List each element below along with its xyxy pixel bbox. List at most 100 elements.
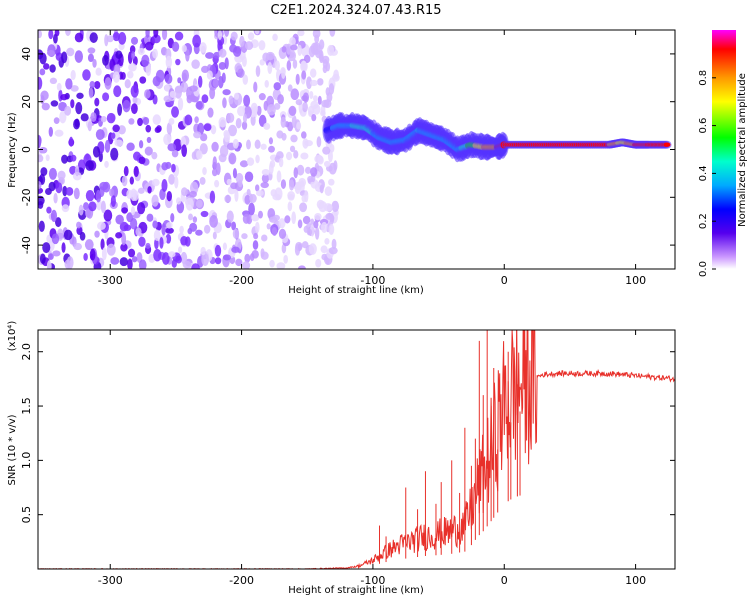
spectral-cell: [315, 258, 322, 268]
spectral-cell: [294, 182, 301, 195]
spectral-cell: [48, 126, 53, 137]
spectral-cell: [201, 94, 209, 103]
spectral-cell: [251, 250, 259, 259]
spectral-cell: [151, 178, 160, 187]
spectral-cell: [169, 90, 177, 98]
spectral-cell: [280, 179, 287, 189]
spectral-cell: [104, 160, 109, 168]
spectral-cell: [268, 137, 274, 145]
spectral-cell: [89, 248, 96, 261]
spectral-cell: [50, 209, 57, 222]
spectral-cell: [165, 55, 173, 69]
spectral-cell: [164, 84, 170, 92]
spectral-cell: [152, 114, 161, 125]
spectral-cell: [331, 200, 340, 213]
spectral-cell: [319, 184, 324, 194]
spectral-cell: [239, 35, 245, 47]
spectral-cell: [199, 176, 206, 185]
spectral-cell: [38, 181, 42, 190]
x-tick-label: -200: [229, 574, 254, 587]
spectral-cell: [312, 41, 321, 55]
spectral-cell: [217, 30, 223, 40]
spectral-cell: [87, 47, 96, 54]
spectral-cell: [185, 197, 194, 211]
spectral-cell: [287, 191, 296, 200]
y-tick-label: 2.0: [20, 343, 33, 361]
spectral-cell: [104, 77, 112, 90]
spectral-cell: [70, 85, 79, 92]
spectral-cell: [246, 157, 255, 166]
spectral-cell: [73, 187, 80, 200]
spectral-cell: [92, 146, 101, 158]
spectral-cell: [193, 131, 202, 139]
spectral-cell: [305, 166, 312, 174]
spectral-cell: [139, 76, 147, 84]
spectral-cell: [188, 213, 193, 221]
spectrogram-y-axis: -40 -20 0 20 40: [20, 47, 675, 254]
spectral-cell: [266, 223, 271, 230]
spectral-cell: [302, 92, 310, 103]
spectral-cell: [110, 147, 119, 161]
spectral-cell: [263, 122, 271, 130]
spectral-cell: [212, 231, 217, 240]
spectral-cell: [38, 154, 44, 163]
spectrogram-y-label: Frequency (Hz): [7, 112, 18, 188]
spectral-cell: [128, 63, 137, 72]
spectral-cell: [300, 131, 307, 139]
spectral-cell: [151, 151, 158, 160]
x-tick-label: -300: [98, 574, 123, 587]
spectral-cell: [126, 142, 135, 152]
spectral-cell: [59, 110, 67, 124]
spectral-cell: [256, 190, 264, 197]
spectral-cell: [310, 218, 315, 227]
spectral-cell: [219, 145, 229, 158]
spectral-cell: [113, 85, 122, 98]
spectral-cell: [254, 139, 261, 150]
spectral-cell: [65, 30, 71, 37]
spectral-cell: [223, 30, 230, 37]
spectral-cell: [76, 92, 84, 99]
spectral-cell: [38, 30, 43, 39]
spectral-cell: [307, 105, 315, 116]
spectral-cell: [287, 201, 293, 212]
spectral-cell: [61, 51, 68, 64]
spectral-cell: [145, 124, 152, 133]
spectral-cell: [100, 115, 107, 123]
spectral-cell: [146, 213, 154, 222]
y-tick-label: -20: [20, 188, 33, 206]
spectral-cell: [200, 246, 206, 256]
spectral-cell: [192, 216, 198, 223]
spectral-cell: [328, 162, 337, 175]
spectral-cell: [329, 30, 336, 37]
spectral-cell: [161, 252, 170, 265]
spectral-cell: [178, 246, 183, 254]
spectral-cell: [41, 102, 50, 111]
spectral-cell: [166, 221, 173, 229]
spectral-cell: [195, 229, 203, 236]
spectral-cell: [276, 151, 284, 160]
spectral-cell: [53, 192, 58, 204]
spectral-cell: [171, 163, 176, 173]
spectral-cell: [46, 49, 55, 57]
spectral-cell: [49, 77, 58, 85]
spectral-cell: [189, 222, 198, 232]
spectrogram-x-label: Height of straight line (km): [288, 285, 424, 296]
spectral-cell: [82, 69, 91, 81]
spectral-cell: [167, 143, 177, 152]
spectral-cell: [39, 253, 46, 265]
snr-y-axis: 0.5 1.0 1.5 2.0: [20, 343, 675, 523]
spectral-cell: [239, 160, 249, 168]
spectral-cell: [38, 146, 48, 154]
spectral-cell: [85, 208, 91, 218]
spectral-cell: [104, 34, 109, 47]
spectral-cell: [264, 80, 269, 88]
spectral-cell: [138, 140, 144, 149]
spectral-cell: [320, 221, 328, 233]
spectral-cell: [274, 60, 280, 71]
spectral-cell: [210, 125, 217, 135]
spectral-cell: [132, 190, 139, 201]
spectral-cell: [181, 44, 187, 53]
spectral-cell: [251, 214, 260, 222]
colorbar-gradient: [712, 30, 736, 269]
spectral-cell: [260, 143, 267, 150]
